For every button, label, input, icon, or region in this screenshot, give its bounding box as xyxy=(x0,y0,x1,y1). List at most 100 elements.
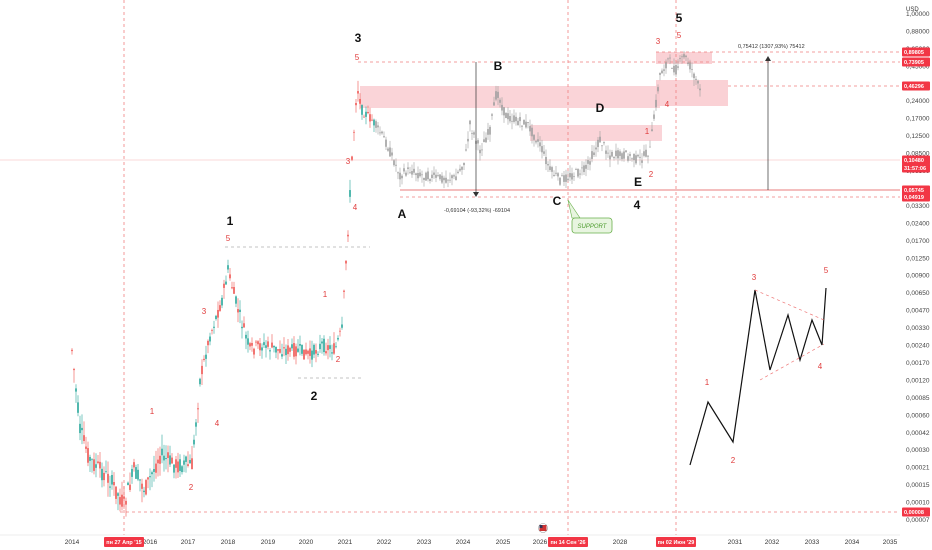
candle xyxy=(283,337,285,357)
candle xyxy=(351,155,353,162)
candle xyxy=(609,149,611,168)
candle xyxy=(373,118,375,132)
candle xyxy=(81,414,83,445)
candle xyxy=(153,455,155,482)
x-tick-label: 2016 xyxy=(143,539,158,546)
candle xyxy=(581,161,583,176)
candle xyxy=(637,153,639,158)
candle xyxy=(255,339,257,347)
candle xyxy=(369,107,371,128)
candle xyxy=(191,446,193,470)
svg-text:0,73905: 0,73905 xyxy=(904,60,924,66)
candle xyxy=(627,153,629,163)
candle xyxy=(651,122,653,132)
candle xyxy=(311,340,313,368)
candle xyxy=(365,106,367,125)
candle xyxy=(349,179,351,203)
candle xyxy=(699,84,701,97)
wave-label-D: D xyxy=(596,101,605,115)
candle xyxy=(287,338,289,361)
candle xyxy=(151,470,153,488)
y-tick-label: 0,88000 xyxy=(906,28,930,35)
candle xyxy=(667,57,669,63)
candle xyxy=(413,162,415,176)
candle xyxy=(543,145,545,157)
candle xyxy=(565,169,567,189)
candle xyxy=(473,130,475,138)
x-tick-label: 2021 xyxy=(338,539,353,546)
candle xyxy=(521,125,523,131)
candle xyxy=(623,148,625,162)
candle xyxy=(75,384,77,403)
candle xyxy=(471,130,473,141)
candle xyxy=(457,169,459,175)
candle xyxy=(79,415,81,441)
candle xyxy=(343,289,345,299)
candle xyxy=(675,61,677,77)
candle xyxy=(429,178,431,184)
svg-text:0,00008: 0,00008 xyxy=(904,510,924,516)
flag-stripes xyxy=(539,525,547,531)
price-label: 0,89805 xyxy=(902,47,930,57)
y-tick-label: 0,00021 xyxy=(906,465,930,472)
candle xyxy=(401,174,403,185)
candle xyxy=(363,114,365,118)
subwave-label-2: 2 xyxy=(649,170,654,179)
candle xyxy=(483,131,485,143)
candle xyxy=(267,336,269,350)
candle xyxy=(135,464,137,479)
zone-mid-1 xyxy=(360,86,660,108)
candle xyxy=(375,119,377,133)
x-tick-label: 2020 xyxy=(299,539,314,546)
candle xyxy=(127,481,129,486)
candle xyxy=(663,64,665,77)
candle xyxy=(291,338,293,351)
candle xyxy=(201,359,203,385)
y-tick-label: 1,00000 xyxy=(906,11,930,18)
candle xyxy=(689,59,691,73)
candle xyxy=(289,346,291,357)
candle xyxy=(281,343,283,360)
y-tick-label: 0,00010 xyxy=(906,500,930,507)
y-tick-label: 0,00470 xyxy=(906,308,930,315)
candle xyxy=(209,332,211,346)
candle xyxy=(691,62,693,78)
candle xyxy=(163,444,165,472)
candle xyxy=(467,131,469,149)
candle xyxy=(595,141,597,157)
candle xyxy=(525,114,527,129)
x-tick-label: 2031 xyxy=(728,539,743,546)
x-tick-label: 2028 xyxy=(613,539,628,546)
candle xyxy=(335,342,337,349)
candle xyxy=(159,446,161,476)
candle xyxy=(305,342,307,356)
candle xyxy=(517,117,519,126)
zone-top-2 xyxy=(656,80,728,106)
candle xyxy=(195,419,197,436)
candle xyxy=(119,488,121,512)
candle xyxy=(433,166,435,179)
candle xyxy=(423,177,425,187)
y-tick-label: 0,00240 xyxy=(906,343,930,350)
candle xyxy=(553,170,555,177)
candle xyxy=(459,164,461,173)
candle xyxy=(97,454,99,465)
price-label: 31:57:06 xyxy=(902,163,930,173)
x-tick-label: 2014 xyxy=(65,539,80,546)
candle xyxy=(419,168,421,178)
candle xyxy=(665,59,667,74)
candle xyxy=(89,454,91,472)
candle xyxy=(83,421,85,444)
candle xyxy=(461,166,463,175)
date-label: пн 27 Апр '15 xyxy=(104,537,144,547)
candle xyxy=(641,153,643,169)
candle xyxy=(331,344,333,361)
candle xyxy=(515,112,517,126)
svg-text:пн 14 Сен '26: пн 14 Сен '26 xyxy=(550,540,585,546)
candle xyxy=(239,300,241,324)
candle xyxy=(591,144,593,163)
candle xyxy=(399,167,401,188)
subwave-label-2: 2 xyxy=(731,456,736,465)
candle xyxy=(513,109,515,124)
